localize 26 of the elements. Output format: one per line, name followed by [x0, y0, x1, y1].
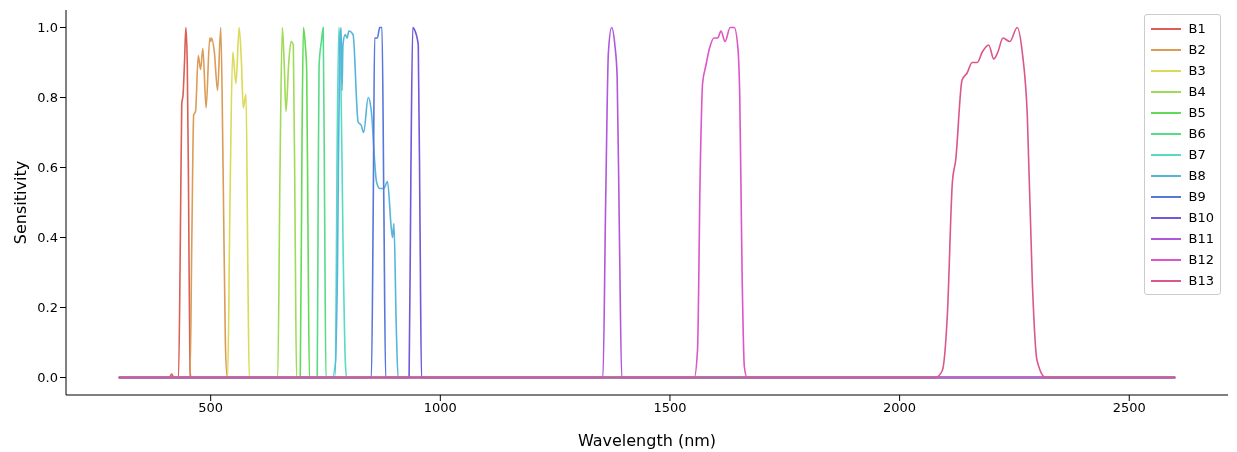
x-tick-label: 1000 — [423, 400, 457, 416]
y-tick-label: 0.2 — [37, 300, 58, 316]
legend-label: B11 — [1188, 231, 1214, 246]
y-tick-label: 0.8 — [37, 90, 58, 106]
y-tick-label: 0.0 — [37, 370, 58, 386]
x-tick-label: 1500 — [653, 400, 687, 416]
x-tick-label: 2000 — [883, 400, 917, 416]
y-tick-label: 1.0 — [37, 20, 58, 36]
x-tick-label: 500 — [198, 400, 224, 416]
legend-label: B10 — [1188, 210, 1214, 225]
legend-label: B9 — [1188, 189, 1206, 204]
legend-label: B2 — [1188, 42, 1206, 57]
legend-label: B4 — [1188, 84, 1206, 99]
y-tick-label: 0.6 — [37, 160, 58, 176]
y-tick-label: 0.4 — [37, 230, 58, 246]
x-axis-title: Wavelength (nm) — [577, 431, 717, 450]
y-axis-title: Sensitivity — [10, 160, 30, 245]
legend-label: B5 — [1188, 105, 1206, 120]
legend-label: B6 — [1188, 126, 1206, 141]
legend-label: B13 — [1188, 273, 1214, 288]
legend-label: B7 — [1188, 147, 1206, 162]
legend-label: B3 — [1188, 63, 1206, 78]
x-tick-label: 2500 — [1112, 400, 1146, 416]
legend-label: B12 — [1188, 252, 1214, 267]
legend-label: B1 — [1188, 21, 1206, 36]
legend-label: B8 — [1188, 168, 1206, 183]
